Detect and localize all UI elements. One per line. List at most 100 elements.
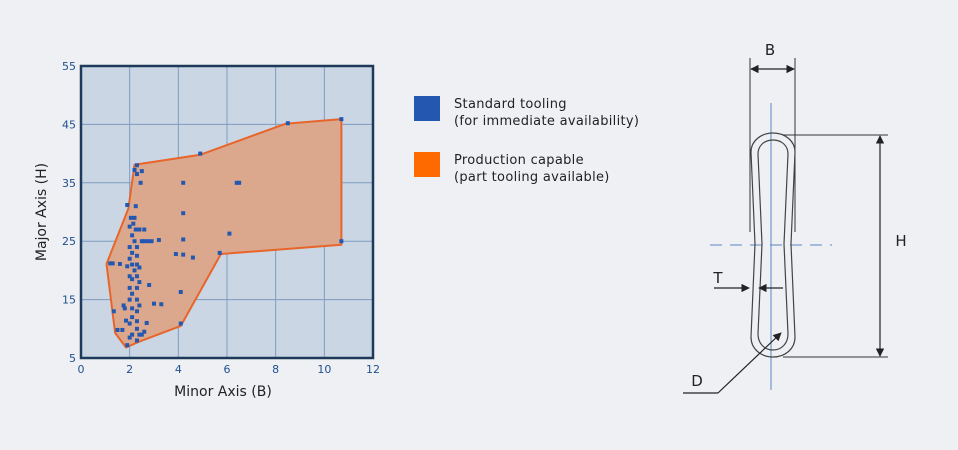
- data-point: [125, 343, 130, 348]
- y-tick-label: 35: [62, 177, 76, 190]
- t-label: T: [712, 269, 723, 287]
- data-point: [127, 335, 132, 340]
- tube-outer-wall: [750, 132, 796, 358]
- data-point: [134, 274, 139, 279]
- data-point: [134, 297, 139, 302]
- data-point: [132, 268, 137, 273]
- d-label: D: [691, 372, 703, 390]
- data-point: [117, 261, 122, 266]
- data-point: [115, 327, 120, 332]
- data-point: [127, 256, 132, 261]
- data-point: [130, 233, 135, 238]
- x-tick-label: 8: [272, 363, 279, 376]
- data-point: [152, 301, 156, 306]
- tube-dimension-diagram: B H T D: [683, 41, 907, 394]
- data-point: [138, 180, 143, 185]
- data-point: [130, 315, 135, 320]
- data-point: [181, 180, 186, 185]
- data-point: [134, 245, 139, 250]
- data-point: [130, 332, 135, 337]
- data-point: [139, 239, 144, 244]
- legend-label-standard: Standard tooling: [454, 97, 567, 112]
- data-point: [125, 202, 130, 207]
- legend-item-standard: Standard tooling (for immediate availabi…: [414, 96, 639, 130]
- data-point: [132, 167, 137, 172]
- x-axis-label: Minor Axis (B): [174, 384, 272, 400]
- data-point: [139, 332, 144, 337]
- data-point: [132, 215, 137, 220]
- data-point: [144, 320, 149, 325]
- data-point: [128, 215, 133, 220]
- data-point: [134, 338, 139, 343]
- legend-swatch-production: [414, 152, 440, 177]
- y-tick-label: 55: [62, 60, 76, 73]
- y-tick-labels: 5 15 25 35 45 55: [62, 60, 76, 365]
- y-axis-label: Major Axis (H): [34, 163, 50, 261]
- data-point: [127, 245, 132, 250]
- data-point: [133, 204, 138, 209]
- data-point: [127, 321, 132, 326]
- data-point: [130, 277, 135, 282]
- data-point: [173, 252, 178, 257]
- data-point: [285, 121, 290, 126]
- data-point: [142, 239, 147, 244]
- data-point: [130, 291, 135, 296]
- legend: Standard tooling (for immediate availabi…: [414, 96, 639, 208]
- tube-inner-wall: [757, 139, 789, 351]
- data-point: [108, 261, 113, 266]
- x-tick-label: 6: [224, 363, 231, 376]
- data-point: [134, 285, 139, 290]
- data-point: [134, 262, 139, 267]
- data-point: [121, 303, 126, 308]
- b-label: B: [765, 41, 775, 59]
- data-point: [120, 327, 125, 332]
- data-point: [156, 238, 161, 243]
- data-point: [134, 319, 139, 324]
- x-tick-labels: 0 2 4 6 8 10 12: [78, 363, 381, 376]
- data-point: [137, 227, 142, 232]
- data-point: [178, 321, 183, 326]
- x-tick-label: 12: [366, 363, 380, 376]
- y-tick-label: 45: [62, 118, 76, 131]
- data-point: [133, 227, 138, 232]
- x-tick-label: 2: [126, 363, 133, 376]
- data-point: [122, 306, 127, 311]
- data-point: [134, 163, 139, 168]
- y-tick-label: 15: [62, 294, 76, 307]
- production-capable-region: [105, 118, 343, 349]
- legend-label-production: Production capable: [454, 153, 584, 168]
- data-point: [149, 239, 154, 244]
- scatter-chart: 0 2 4 6 8 10 12 5 15 25 35 45 55 Minor Axis (B) Maj…: [34, 60, 381, 400]
- standard-tooling-points: [108, 117, 344, 348]
- data-point: [147, 283, 152, 287]
- data-point: [190, 255, 195, 260]
- x-tick-label: 4: [175, 363, 182, 376]
- data-point: [134, 172, 139, 177]
- data-point: [159, 302, 164, 307]
- data-point: [130, 306, 135, 311]
- data-point: [134, 326, 139, 331]
- data-point: [142, 329, 147, 334]
- data-point: [134, 309, 139, 314]
- x-tick-label: 10: [317, 363, 331, 376]
- data-point: [178, 290, 183, 295]
- data-point: [227, 231, 232, 236]
- data-point: [137, 303, 142, 308]
- data-point: [124, 318, 129, 323]
- data-point: [145, 239, 150, 244]
- data-point: [125, 264, 130, 269]
- data-point: [198, 151, 203, 156]
- d-leader-line: [717, 332, 782, 394]
- data-point: [237, 180, 242, 185]
- y-tick-label: 25: [62, 235, 76, 248]
- data-point: [137, 280, 142, 285]
- data-point: [339, 117, 344, 122]
- y-tick-label: 5: [69, 352, 76, 365]
- data-point: [139, 169, 144, 174]
- legend-sublabel-standard: (for immediate availability): [454, 114, 640, 129]
- legend-sublabel-production: (part tooling available): [454, 170, 610, 185]
- data-point: [110, 261, 115, 266]
- data-point: [130, 250, 135, 255]
- data-point: [134, 253, 139, 258]
- legend-swatch-standard: [414, 96, 440, 121]
